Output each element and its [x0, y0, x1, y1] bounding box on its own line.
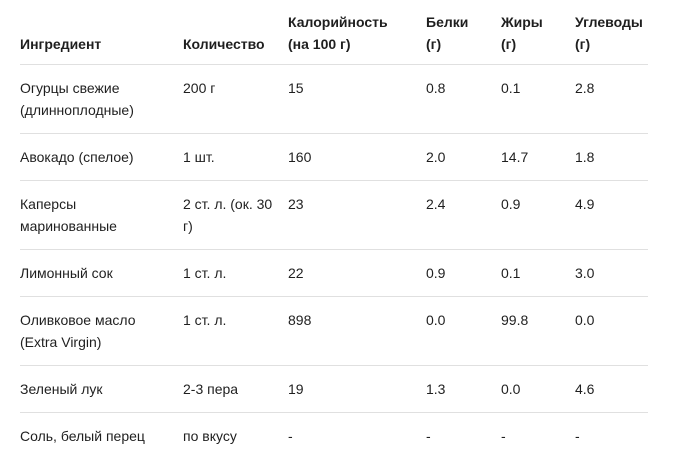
table-cell: -	[575, 428, 580, 444]
column-header: Количество	[183, 0, 288, 65]
table-cell: -	[288, 428, 293, 444]
table-cell: 19	[288, 365, 426, 413]
table-cell: 14.7	[501, 133, 575, 181]
table-cell: 160	[288, 133, 426, 181]
table-row: Зеленый лук 2-3 пера 19 1.3 0.0 4.6	[20, 365, 648, 413]
column-header: Белки (г)	[426, 0, 501, 65]
table-cell: 1 ст. л.	[183, 296, 288, 366]
table-body: Огурцы свежие (длинноплодные) 200 г 15 0.8 0…	[20, 64, 648, 460]
table-cell: Каперсы маринованные	[20, 180, 183, 250]
header-row: Ингредиент Количество Калорийность (на 100…	[20, 0, 648, 65]
table-cell: 15	[288, 64, 426, 134]
table-cell: -	[501, 428, 506, 444]
table-cell: 0.0	[501, 365, 575, 413]
table-row: Соль, белый перец по вкусу - - - -	[20, 413, 648, 460]
table-cell: по вкусу	[183, 428, 237, 444]
table-cell: 0.0	[426, 296, 501, 366]
column-header: Калорийность (на 100 г)	[288, 0, 426, 65]
table-row: Каперсы маринованные 2 ст. л. (ок. 30 г) 2…	[20, 180, 648, 250]
table-cell: 2.4	[426, 180, 501, 250]
table-cell: 22	[288, 249, 426, 297]
table-cell: 1.8	[575, 133, 648, 181]
table-cell: 4.6	[575, 365, 648, 413]
table-cell: 2-3 пера	[183, 365, 288, 413]
table-cell: 2.0	[426, 133, 501, 181]
column-header: Жиры (г)	[501, 0, 575, 65]
table-head: Ингредиент Количество Калорийность (на 100…	[20, 0, 648, 65]
table-cell: 23	[288, 180, 426, 250]
table-row: Авокадо (спелое) 1 шт. 160 2.0 14.7 1.8	[20, 133, 648, 181]
table-cell: 0.8	[426, 64, 501, 134]
column-header: Углеводы (г)	[575, 0, 648, 65]
table-cell: 0.9	[501, 180, 575, 250]
nutrition-table: Ингредиент Количество Калорийность (на 100…	[20, 0, 648, 459]
table-cell: 4.9	[575, 180, 648, 250]
table-cell: 0.9	[426, 249, 501, 297]
table-row: Огурцы свежие (длинноплодные) 200 г 15 0.8 0…	[20, 64, 648, 134]
column-header: Ингредиент	[20, 0, 183, 65]
table-cell: 0.0	[575, 296, 648, 366]
table-cell: Зеленый лук	[20, 365, 183, 413]
table-cell: 0.1	[501, 249, 575, 297]
table-row: Лимонный сок 1 ст. л. 22 0.9 0.1 3.0	[20, 249, 648, 297]
table-cell: 1.3	[426, 365, 501, 413]
table-cell: 0.1	[501, 64, 575, 134]
table-cell: Лимонный сок	[20, 249, 183, 297]
table-cell: 99.8	[501, 296, 575, 366]
table-cell: Оливковое масло (Extra Virgin)	[20, 296, 183, 366]
table-cell: 3.0	[575, 249, 648, 297]
table-cell: Авокадо (спелое)	[20, 133, 183, 181]
table-cell: 1 ст. л.	[183, 249, 288, 297]
table-cell: 2.8	[575, 64, 648, 134]
table-cell: -	[426, 428, 431, 444]
table-cell: Соль, белый перец	[20, 428, 145, 444]
table-cell: 898	[288, 296, 426, 366]
table-cell: 200 г	[183, 64, 288, 134]
table-cell: Огурцы свежие (длинноплодные)	[20, 64, 183, 134]
table-cell: 2 ст. л. (ок. 30 г)	[183, 180, 288, 250]
table-cell: 1 шт.	[183, 133, 288, 181]
table-row: Оливковое масло (Extra Virgin) 1 ст. л. 89…	[20, 296, 648, 366]
